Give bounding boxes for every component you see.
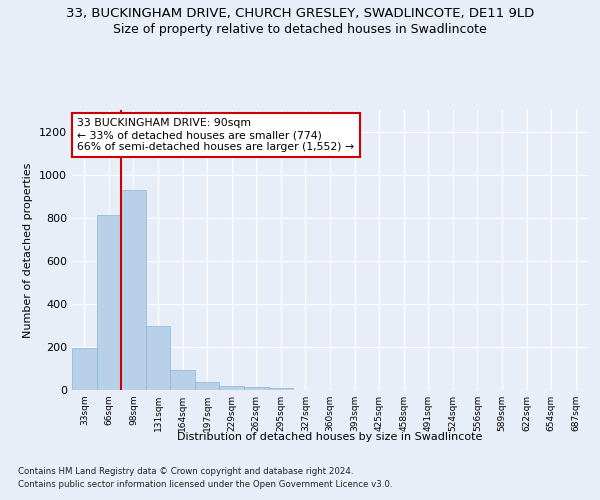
Bar	[195, 382, 220, 390]
Bar	[72, 348, 97, 390]
Text: 33, BUCKINGHAM DRIVE, CHURCH GRESLEY, SWADLINCOTE, DE11 9LD: 33, BUCKINGHAM DRIVE, CHURCH GRESLEY, SW…	[66, 8, 534, 20]
Bar	[146, 326, 170, 390]
Text: Contains HM Land Registry data © Crown copyright and database right 2024.: Contains HM Land Registry data © Crown c…	[18, 468, 353, 476]
Text: Size of property relative to detached houses in Swadlincote: Size of property relative to detached ho…	[113, 22, 487, 36]
Bar	[220, 386, 244, 390]
Bar	[170, 370, 195, 390]
Text: 33 BUCKINGHAM DRIVE: 90sqm
← 33% of detached houses are smaller (774)
66% of sem: 33 BUCKINGHAM DRIVE: 90sqm ← 33% of deta…	[77, 118, 354, 152]
Bar	[269, 388, 293, 390]
Text: Distribution of detached houses by size in Swadlincote: Distribution of detached houses by size …	[178, 432, 482, 442]
Bar	[97, 215, 121, 390]
Bar	[244, 388, 269, 390]
Y-axis label: Number of detached properties: Number of detached properties	[23, 162, 34, 338]
Text: Contains public sector information licensed under the Open Government Licence v3: Contains public sector information licen…	[18, 480, 392, 489]
Bar	[121, 190, 146, 390]
